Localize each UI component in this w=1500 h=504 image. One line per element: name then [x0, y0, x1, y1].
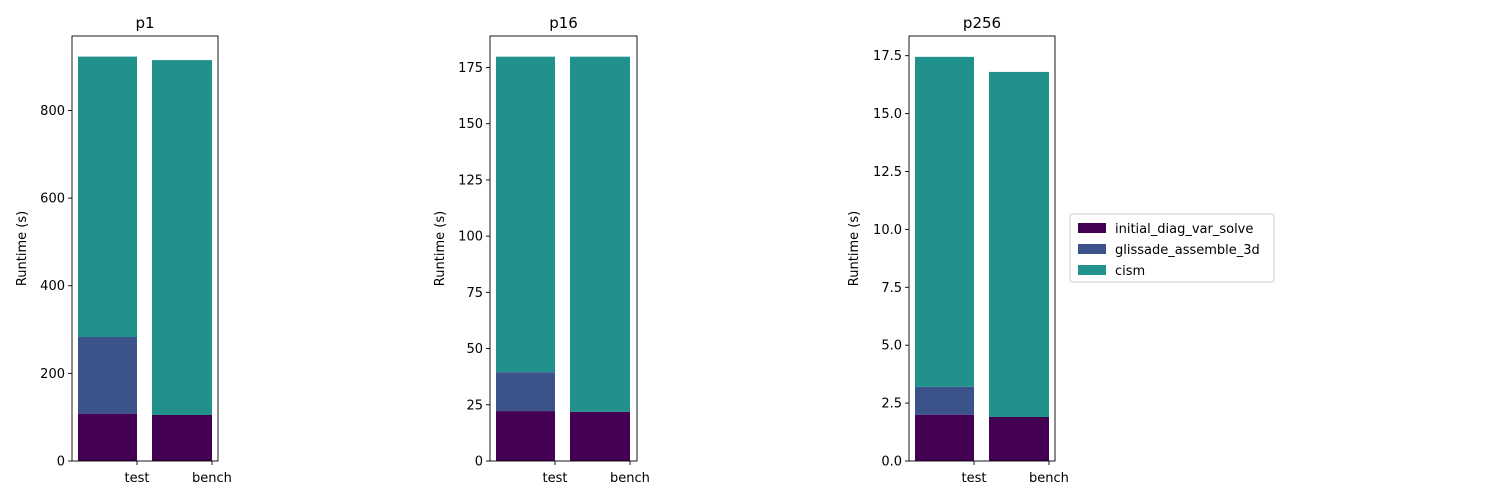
- y-tick-label: 2.5: [881, 397, 902, 412]
- bar-cism-test: [496, 56, 555, 373]
- axes-frame: [71, 35, 219, 462]
- bar-glissade_assemble_3d-test: [78, 337, 137, 414]
- x-tick-label: bench: [610, 471, 650, 486]
- y-tick-label: 10.0: [873, 223, 902, 238]
- legend-frame: [1069, 213, 1275, 283]
- y-tick-label: 12.5: [873, 165, 902, 180]
- bar-cism-test: [915, 56, 974, 387]
- panel-title: p1: [135, 14, 154, 32]
- legend-label: glissade_assemble_3d: [1115, 243, 1260, 258]
- x-tick-label: bench: [192, 471, 232, 486]
- bar-initial_diag_var_solve-test: [78, 413, 137, 461]
- bar-initial_diag_var_solve-test: [496, 411, 555, 461]
- legend-swatch: [1078, 244, 1106, 254]
- bar-initial_diag_var_solve-bench: [152, 414, 212, 461]
- y-tick-label: 150: [458, 117, 483, 132]
- y-tick-label: 7.5: [881, 281, 902, 296]
- y-tick-label: 17.5: [873, 49, 902, 64]
- y-tick-label: 175: [458, 61, 483, 76]
- y-tick-label: 125: [458, 173, 483, 188]
- legend-swatch: [1078, 223, 1106, 233]
- y-tick-label: 50: [466, 342, 483, 357]
- y-tick-label: 5.0: [881, 339, 902, 354]
- bar-cism-bench: [989, 71, 1049, 417]
- chart-panel-p256: 0.0 2.5 5.0 7.5 10.0 12.5 15.0 17.5 test bench p25…: [847, 14, 1069, 486]
- x-tick-label: test: [543, 471, 568, 486]
- bar-cism-test: [78, 56, 137, 338]
- bar-glissade_assemble_3d-test: [496, 372, 555, 412]
- legend-swatch: [1078, 265, 1106, 275]
- x-tick-label: test: [125, 471, 150, 486]
- chart-panel-p16: 0 25 50 75 100 125 150 175 test bench p16 Runtime (…: [433, 14, 650, 486]
- legend: initial_diag_var_solve glissade_assemble_…: [1069, 213, 1275, 283]
- bar-cism-bench: [570, 56, 630, 412]
- y-axis-label: Runtime (s): [433, 211, 448, 286]
- bar-cism-bench: [152, 60, 212, 415]
- axes-frame: [908, 35, 1056, 462]
- y-tick-label: 0.0: [881, 455, 902, 470]
- bar-initial_diag_var_solve-bench: [570, 411, 630, 461]
- x-tick-label: bench: [1029, 471, 1069, 486]
- y-tick-label: 75: [466, 286, 483, 301]
- chart-panels: 0 200 400 600 800 test bench p1 Runtime (s) 0 25 50…: [15, 14, 1069, 486]
- y-tick-label: 200: [40, 367, 65, 382]
- y-tick-label: 400: [40, 279, 65, 294]
- y-axis-label: Runtime (s): [847, 211, 862, 286]
- axes-frame: [489, 35, 638, 462]
- y-tick-label: 0: [57, 455, 65, 470]
- panel-title: p16: [549, 14, 578, 32]
- panel-title: p256: [963, 14, 1001, 32]
- bar-initial_diag_var_solve-bench: [989, 416, 1049, 461]
- y-tick-label: 100: [458, 230, 483, 245]
- y-tick-label: 800: [40, 104, 65, 119]
- legend-label: cism: [1115, 264, 1145, 279]
- y-tick-label: 600: [40, 192, 65, 207]
- chart-panel-p1: 0 200 400 600 800 test bench p1 Runtime (s): [15, 14, 232, 486]
- legend-label: initial_diag_var_solve: [1115, 222, 1253, 237]
- y-axis-label: Runtime (s): [15, 211, 30, 286]
- x-tick-label: test: [962, 471, 987, 486]
- bar-glissade_assemble_3d-test: [915, 386, 974, 415]
- y-tick-label: 0: [475, 455, 483, 470]
- y-tick-label: 25: [466, 398, 483, 413]
- y-tick-label: 15.0: [873, 107, 902, 122]
- bar-initial_diag_var_solve-test: [915, 414, 974, 461]
